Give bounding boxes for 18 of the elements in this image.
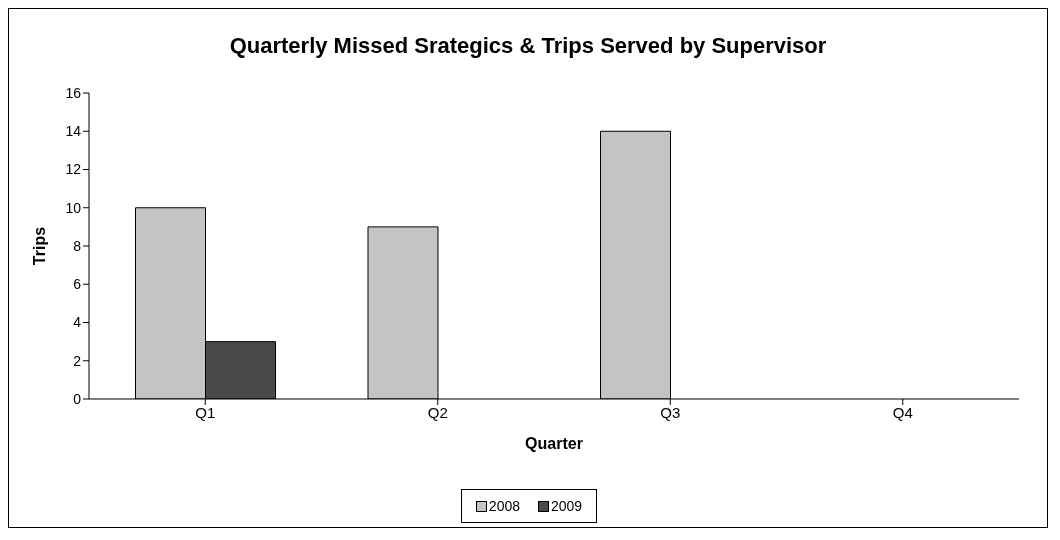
x-tick-label: Q2 (427, 403, 448, 421)
y-tick-label: 2 (73, 352, 82, 369)
y-tick-label: 8 (73, 237, 82, 254)
x-tick-label: Q4 (892, 403, 913, 421)
y-tick-label: 6 (73, 276, 82, 293)
y-tick-label: 16 (65, 84, 82, 101)
legend-label: 2008 (487, 498, 520, 514)
chart-title: Quarterly Missed Srategics & Trips Served by Supervisor (228, 33, 828, 60)
y-tick-label: 4 (73, 314, 82, 331)
y-tick-label: 14 (65, 123, 82, 140)
y-tick-label: 12 (65, 161, 82, 178)
x-axis-title: Quarter (525, 435, 583, 452)
y-tick-label: 10 (65, 199, 82, 216)
y-tick-label: 0 (73, 390, 82, 407)
y-axis-title: Trips (30, 226, 48, 266)
legend-label: 2009 (550, 498, 583, 514)
x-tick-label: Q1 (195, 403, 216, 421)
x-tick-label: Q3 (660, 403, 681, 421)
